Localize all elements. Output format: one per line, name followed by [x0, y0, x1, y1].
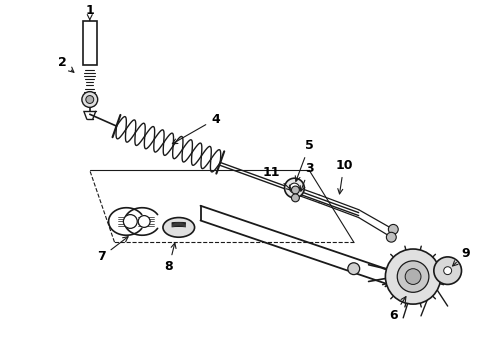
Circle shape — [292, 194, 299, 202]
Text: 11: 11 — [263, 166, 292, 190]
Text: 1: 1 — [85, 4, 94, 20]
Text: 3: 3 — [300, 162, 314, 191]
Ellipse shape — [163, 217, 195, 237]
Text: 6: 6 — [389, 297, 406, 323]
Circle shape — [86, 95, 94, 103]
Text: 8: 8 — [165, 243, 176, 273]
Circle shape — [434, 257, 462, 284]
Circle shape — [82, 92, 98, 107]
Circle shape — [348, 263, 360, 275]
Circle shape — [444, 267, 452, 275]
Circle shape — [389, 224, 398, 234]
Text: 7: 7 — [98, 237, 128, 264]
Text: 5: 5 — [295, 139, 314, 181]
Text: 9: 9 — [453, 247, 470, 266]
Circle shape — [386, 249, 441, 304]
Circle shape — [292, 186, 299, 194]
Circle shape — [123, 215, 137, 228]
Circle shape — [285, 178, 304, 198]
Text: 2: 2 — [58, 56, 74, 72]
Circle shape — [138, 216, 150, 228]
Text: 10: 10 — [335, 159, 353, 194]
Circle shape — [387, 232, 396, 242]
Circle shape — [290, 183, 299, 193]
FancyBboxPatch shape — [83, 21, 97, 65]
Circle shape — [397, 261, 429, 292]
Text: 4: 4 — [172, 113, 220, 144]
Circle shape — [405, 269, 421, 284]
